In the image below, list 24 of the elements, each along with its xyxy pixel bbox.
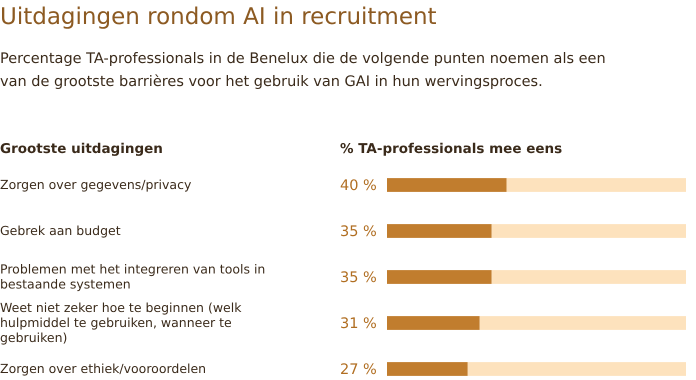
bar: [387, 178, 507, 192]
data-label: 35 %: [340, 224, 377, 240]
data-label: 40 %: [340, 178, 377, 194]
bar: [387, 362, 468, 376]
data-label: 31 %: [340, 316, 377, 332]
x-axis-title: % TA-professionals mee eens: [340, 141, 562, 157]
bar: [387, 224, 492, 238]
data-label: 35 %: [340, 270, 377, 286]
y-axis-title: Grootste uitdagingen: [0, 141, 163, 157]
bar: [492, 270, 686, 284]
bar: [387, 270, 492, 284]
bar: [492, 224, 686, 238]
y-tick-label: Gebrek aan budget: [0, 223, 121, 238]
bar: [506, 178, 686, 192]
chart-subtitle: Percentage TA-professionals in de Benelux die de volgende punten noemen als een van de grootste barrières voor het gebruik van GAI in hun wervingsproces.: [0, 51, 606, 90]
bar: [387, 316, 480, 330]
y-tick-label: Zorgen over gegevens/privacy: [0, 177, 192, 192]
chart-title: Uitdagingen rondom AI in recruitment: [0, 4, 437, 30]
data-label: 27 %: [340, 362, 377, 378]
y-tick-label: Problemen met het integreren van tools in bestaande systemen: [0, 262, 266, 292]
bar: [480, 316, 686, 330]
bar: [468, 362, 686, 376]
y-tick-label: Weet niet zeker hoe te beginnen (welk hulpmiddel te gebruiken, wanneer te gebruiken): [0, 300, 242, 345]
y-tick-label: Zorgen over ethiek/vooroordelen: [0, 361, 206, 376]
